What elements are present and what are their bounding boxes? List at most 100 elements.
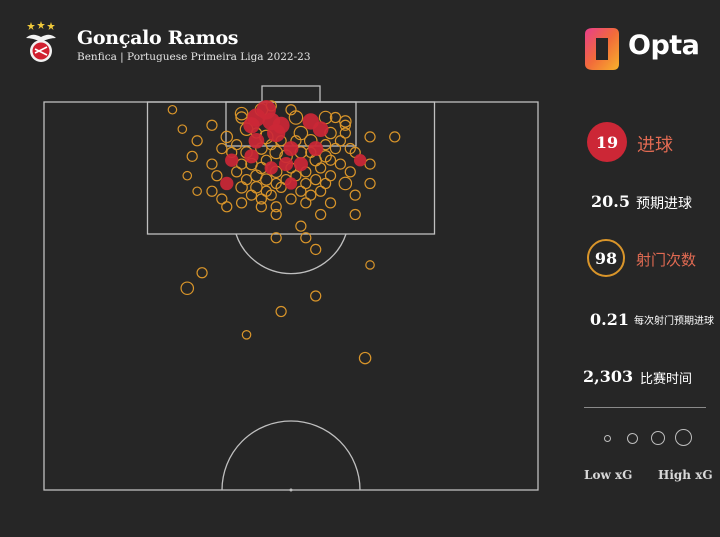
goal-marker xyxy=(278,156,294,172)
shot-marker xyxy=(240,173,253,186)
goal-marker xyxy=(244,149,259,164)
opta-brand-text: Opta xyxy=(628,30,700,61)
shot-marker xyxy=(216,142,228,155)
goal-frame xyxy=(261,85,321,103)
xg-label: 预期进球 xyxy=(636,196,692,212)
shot-marker xyxy=(192,186,202,197)
shot-marker xyxy=(365,260,375,270)
xg-per-shot-label: 每次射门预期进球 xyxy=(634,316,714,327)
shot-marker xyxy=(329,111,342,124)
legend-low-xg: Low xG xyxy=(584,468,633,482)
goal-marker xyxy=(312,121,329,138)
shot-marker xyxy=(339,119,351,131)
shot-marker xyxy=(191,135,203,147)
shot-marker xyxy=(206,119,218,131)
shot-marker xyxy=(221,201,233,213)
stats-divider xyxy=(584,407,706,408)
legend-high-xg: High xG xyxy=(658,468,713,482)
shot-marker xyxy=(206,158,218,170)
xg-per-shot-value: 0.21 xyxy=(590,310,629,329)
shot-marker xyxy=(364,177,376,190)
shot-marker xyxy=(288,110,304,125)
shot-marker xyxy=(180,281,195,296)
centre-circle-arc xyxy=(221,420,361,491)
shot-marker xyxy=(300,232,312,244)
shot-marker xyxy=(295,185,307,197)
shots-value-badge: 98 xyxy=(587,239,625,277)
shot-marker xyxy=(255,201,267,213)
shot-marker xyxy=(329,142,342,155)
shot-marker xyxy=(349,208,361,221)
shots-label: 射门次数 xyxy=(636,251,697,269)
shot-marker xyxy=(255,193,267,205)
goal-marker xyxy=(225,153,239,167)
penalty-arc xyxy=(235,233,347,275)
shot-marker xyxy=(211,170,223,182)
shot-marker xyxy=(315,208,327,221)
shot-marker xyxy=(310,290,322,302)
shot-marker xyxy=(231,166,243,178)
shot-marker xyxy=(364,131,376,143)
shot-marker xyxy=(310,173,322,186)
goal-marker xyxy=(308,141,324,157)
shot-marker xyxy=(245,189,258,201)
goals-layer xyxy=(220,100,367,191)
shot-marker xyxy=(315,162,327,174)
goal-marker xyxy=(283,141,299,157)
shot-marker xyxy=(364,158,376,170)
legend-dot-sm xyxy=(627,433,638,444)
xg-value: 20.5 xyxy=(591,192,630,211)
shot-marker xyxy=(310,243,322,256)
opta-logo-icon xyxy=(585,28,619,70)
shot-marker xyxy=(234,106,249,121)
shot-marker xyxy=(231,139,243,151)
benfica-crest-icon xyxy=(26,21,56,62)
shot-marker xyxy=(186,150,198,162)
goals-value-badge: 19 xyxy=(587,122,627,162)
shot-marker xyxy=(270,201,282,213)
shot-marker xyxy=(334,135,347,147)
goal-marker xyxy=(293,156,308,172)
shot-marker xyxy=(216,193,228,205)
shot-marker xyxy=(241,329,252,340)
shot-marker xyxy=(358,351,372,365)
goal-marker xyxy=(220,176,234,191)
shot-marker xyxy=(250,181,263,194)
goals-label: 进球 xyxy=(637,135,673,156)
shot-marker xyxy=(300,197,312,209)
goal-marker xyxy=(243,117,260,134)
player-name-title: Gonçalo Ramos xyxy=(77,27,239,49)
shot-marker xyxy=(349,189,361,201)
centre-spot xyxy=(289,488,293,492)
shot-marker xyxy=(285,104,297,116)
shot-marker xyxy=(295,220,307,232)
shot-marker xyxy=(319,177,332,190)
shot-marker xyxy=(235,111,248,124)
shot-marker xyxy=(270,208,282,221)
shot-marker xyxy=(285,193,297,205)
shot-marker xyxy=(338,176,353,191)
shot-marker xyxy=(344,166,356,178)
shot-marker xyxy=(206,185,218,197)
shot-marker xyxy=(235,197,248,209)
shot-marker xyxy=(339,115,352,128)
shot-marker xyxy=(389,131,401,143)
shot-marker xyxy=(235,181,248,194)
shot-marker xyxy=(270,232,282,244)
minutes-value: 2,303 xyxy=(583,367,634,386)
minutes-label: 比赛时间 xyxy=(640,372,693,387)
shot-marker xyxy=(315,185,327,197)
shot-marker xyxy=(265,189,277,201)
shot-marker xyxy=(324,197,337,209)
goal-marker xyxy=(264,161,278,175)
goal-marker xyxy=(284,177,298,190)
shot-marker xyxy=(300,177,312,190)
goal-marker xyxy=(248,132,265,149)
shot-marker xyxy=(220,130,234,144)
shot-marker xyxy=(196,267,208,279)
shot-marker xyxy=(275,181,287,193)
team-league-subtitle: Benfica | Portuguese Primeira Liga 2022-… xyxy=(77,51,311,63)
shots-layer xyxy=(167,100,401,365)
shot-marker xyxy=(324,170,337,182)
